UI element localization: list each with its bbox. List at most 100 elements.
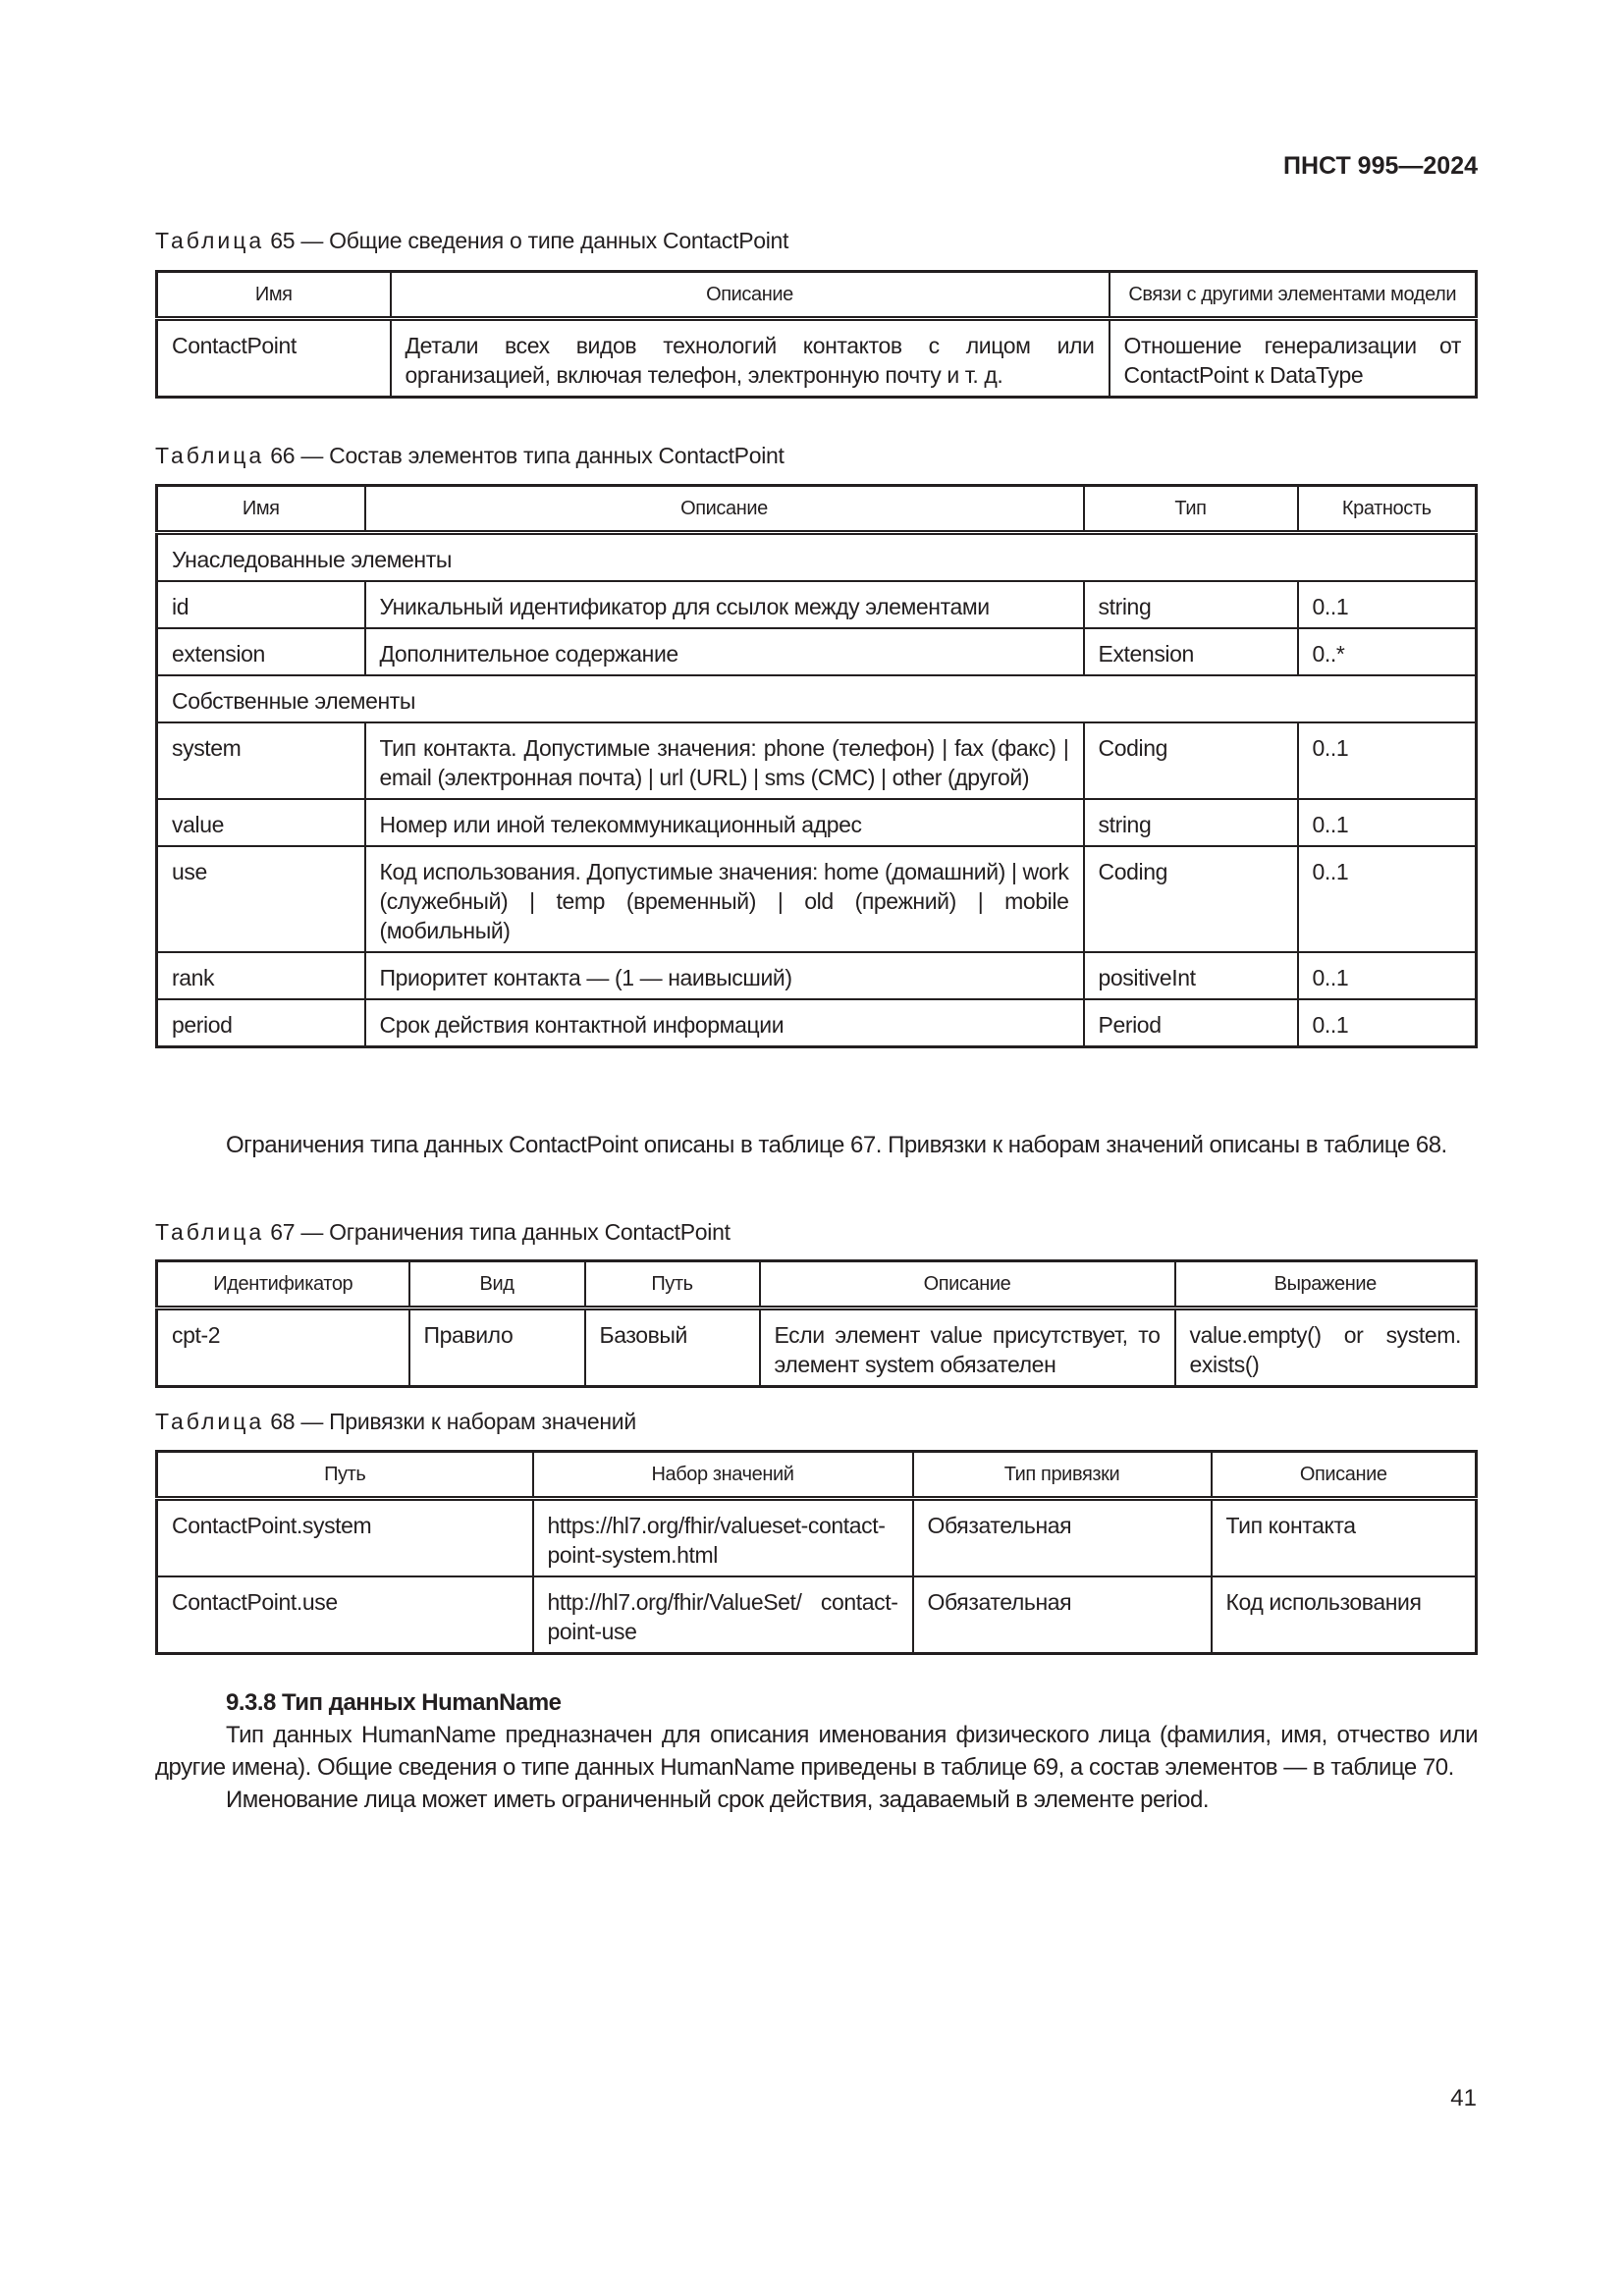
column-header: Тип: [1082, 484, 1299, 535]
table-cell: ContactPoint.use: [155, 1575, 534, 1655]
column-header: Тип привязки: [911, 1450, 1213, 1501]
table-row: use Код использования. Допустимые значени…: [155, 845, 1478, 953]
table-row: period Срок действия контактной информаци…: [155, 998, 1478, 1048]
header-row: Идентификатор Вид Путь Описание Выражение: [155, 1259, 1478, 1310]
table-header: Имя Описание Тип Кратность: [155, 484, 1478, 535]
column-header: Выражение: [1173, 1259, 1478, 1310]
table-68: Путь Набор значений Тип привязки Описание Co…: [155, 1450, 1478, 1655]
table-cell: string: [1082, 580, 1299, 629]
table-cell: string: [1082, 798, 1299, 847]
header-row: Путь Набор значений Тип привязки Описание: [155, 1450, 1478, 1501]
table-cell: 0..1: [1296, 998, 1478, 1048]
table-cell: Period: [1082, 998, 1299, 1048]
table-header: Идентификатор Вид Путь Описание Выражение: [155, 1259, 1478, 1310]
section-heading: 9.3.8 Тип данных HumanName: [226, 1689, 562, 1716]
column-header: Путь: [583, 1259, 761, 1310]
column-header: Описание: [1210, 1450, 1478, 1501]
table-cell: positiveInt: [1082, 951, 1299, 1000]
table-cell: id: [155, 580, 366, 629]
column-header: Набор значений: [531, 1450, 914, 1501]
table-cell: Extension: [1082, 627, 1299, 676]
table-body: cpt-2 Правило Базовый Если элемент value пр…: [155, 1307, 1478, 1388]
table-cell: Номер или иной телекоммуникационный адре…: [363, 798, 1085, 847]
table-header: Путь Набор значений Тип привязки Описание: [155, 1450, 1478, 1501]
table-cell: Код использования. Допустимые значения: …: [363, 845, 1085, 953]
table-row: rank Приоритет контакта — (1 — наивысший)…: [155, 951, 1478, 1000]
table-cell: ContactPoint: [155, 317, 392, 399]
table-cell: Обязательная: [911, 1497, 1213, 1577]
table-cell: Тип контакта. Допустимые значения: phone…: [363, 721, 1085, 800]
document-code: ПНСТ 995—2024: [1283, 152, 1478, 180]
table-cell: Срок действия контактной информации: [363, 998, 1085, 1048]
table-row: ContactPoint.system https://hl7.org/fhir/…: [155, 1497, 1478, 1577]
table-cell: value.empty() or system. exists(): [1173, 1307, 1478, 1388]
table-cell: 0..1: [1296, 580, 1478, 629]
table-cell: Отношение генерализации от ContactPoint …: [1108, 317, 1478, 399]
table-row: ContactPoint Детали всех видов технологий…: [155, 317, 1478, 399]
table-cell: system: [155, 721, 366, 800]
column-header: Связи с другими элементами модели: [1108, 270, 1478, 321]
column-header: Описание: [758, 1259, 1176, 1310]
table-67: Идентификатор Вид Путь Описание Выражение cpt…: [155, 1259, 1478, 1388]
table-cell: https://hl7.org/fhir/valueset-contact-po…: [531, 1497, 914, 1577]
column-header: Описание: [389, 270, 1110, 321]
section-row: Собственные элементы: [155, 674, 1478, 723]
table-cell: Детали всех видов технологий контактов с…: [389, 317, 1110, 399]
section-label: Унаследованные элементы: [155, 531, 1478, 582]
header-row: Имя Описание Связи с другими элементами мо…: [155, 270, 1478, 321]
table-cell: 0..*: [1296, 627, 1478, 676]
table-cell: cpt-2: [155, 1307, 410, 1388]
table-cell: Приоритет контакта — (1 — наивысший): [363, 951, 1085, 1000]
table-row: extension Дополнительное содержание Extens…: [155, 627, 1478, 676]
table-body: ContactPoint.system https://hl7.org/fhir/…: [155, 1497, 1478, 1655]
table-cell: use: [155, 845, 366, 953]
table-cell: 0..1: [1296, 845, 1478, 953]
table-row: system Тип контакта. Допустимые значения:…: [155, 721, 1478, 800]
table-cell: 0..1: [1296, 721, 1478, 800]
table-cell: 0..1: [1296, 798, 1478, 847]
table-cell: Код использования: [1210, 1575, 1478, 1655]
section-humanname: 9.3.8 Тип данных HumanName Тип данных Hu…: [155, 1686, 1479, 1816]
table-66-caption: Таблица 66 — Состав элементов типа данны…: [155, 443, 785, 468]
table-cell: http://hl7.org/fhir/ValueSet/ contact-po…: [531, 1575, 914, 1655]
column-header: Кратность: [1296, 484, 1478, 535]
table-cell: Дополнительное содержание: [363, 627, 1085, 676]
column-header: Вид: [407, 1259, 586, 1310]
table-cell: Если элемент value присутствует, то элем…: [758, 1307, 1176, 1388]
table-cell: Правило: [407, 1307, 586, 1388]
table-row: value Номер или иной телекоммуникационный…: [155, 798, 1478, 847]
table-cell: Уникальный идентификатор для ссылок межд…: [363, 580, 1085, 629]
section-paragraph: Именование лица может иметь ограниченный…: [226, 1787, 1210, 1813]
table-66: Имя Описание Тип Кратность Унаследованные эл…: [155, 484, 1478, 1048]
table-header: Имя Описание Связи с другими элементами мо…: [155, 270, 1478, 321]
table-cell: 0..1: [1296, 951, 1478, 1000]
column-header: Путь: [155, 1450, 534, 1501]
table-cell: Обязательная: [911, 1575, 1213, 1655]
header-row: Имя Описание Тип Кратность: [155, 484, 1478, 535]
table-row: cpt-2 Правило Базовый Если элемент value пр…: [155, 1307, 1478, 1388]
column-header: Имя: [155, 484, 366, 535]
paragraph-constraints: Ограничения типа данных ContactPoint опи…: [226, 1132, 1447, 1158]
table-cell: value: [155, 798, 366, 847]
section-row: Унаследованные элементы: [155, 531, 1478, 582]
table-68-caption: Таблица 68 — Привязки к наборам значений: [155, 1409, 636, 1434]
table-row: ContactPoint.use http://hl7.org/fhir/Valu…: [155, 1575, 1478, 1655]
table-cell: Coding: [1082, 721, 1299, 800]
table-row: id Уникальный идентификатор для ссылок ме…: [155, 580, 1478, 629]
table-body: ContactPoint Детали всех видов технологий…: [155, 317, 1478, 399]
section-paragraph: Тип данных HumanName предназначен для оп…: [155, 1722, 1479, 1781]
table-65-caption: Таблица 65 — Общие сведения о типе данны…: [155, 228, 789, 253]
column-header: Описание: [363, 484, 1085, 535]
table-cell: Тип контакта: [1210, 1497, 1478, 1577]
table-65: Имя Описание Связи с другими элементами мо…: [155, 270, 1478, 399]
table-67-caption: Таблица 67 — Ограничения типа данных Con…: [155, 1219, 731, 1245]
table-cell: period: [155, 998, 366, 1048]
page-number: 41: [1450, 2085, 1477, 2111]
table-cell: Coding: [1082, 845, 1299, 953]
section-label: Собственные элементы: [155, 674, 1478, 723]
column-header: Идентификатор: [155, 1259, 410, 1310]
table-cell: Базовый: [583, 1307, 761, 1388]
column-header: Имя: [155, 270, 392, 321]
table-cell: extension: [155, 627, 366, 676]
table-cell: rank: [155, 951, 366, 1000]
